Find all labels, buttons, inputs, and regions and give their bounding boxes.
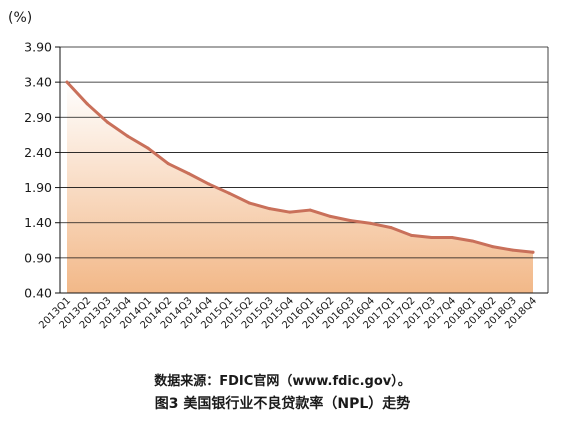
y-tick-label: 1.40: [24, 215, 52, 230]
y-tick-label: 0.40: [24, 286, 52, 301]
npl-data-point: [126, 134, 130, 138]
y-tick-label: 3.90: [24, 40, 52, 55]
data-source-note: 数据来源：FDIC官网（www.fdic.gov）。: [154, 374, 411, 389]
npl-data-point: [450, 235, 454, 239]
npl-data-point: [369, 221, 373, 225]
y-tick-label: 1.90: [24, 180, 52, 195]
npl-area-fill: [67, 82, 533, 293]
y-unit-label: (%): [8, 10, 32, 26]
npl-data-point: [106, 120, 110, 124]
npl-data-point: [328, 214, 332, 218]
npl-data-point: [389, 226, 393, 230]
y-tick-label: 2.90: [24, 110, 52, 125]
npl-data-point: [227, 191, 231, 195]
npl-data-point: [511, 248, 515, 252]
y-tick-label: 0.90: [24, 250, 52, 265]
figure-caption: 图3 美国银行业不良贷款率（NPL）走势: [154, 396, 411, 412]
npl-trend-chart: (%) 3.903.402.902.401.901.400.900.40 201…: [8, 10, 549, 331]
npl-data-point: [268, 207, 272, 211]
npl-data-point: [288, 210, 292, 214]
npl-data-point: [409, 233, 413, 237]
npl-data-point: [430, 235, 434, 239]
npl-data-point: [187, 172, 191, 176]
y-tick-label: 3.40: [24, 75, 52, 90]
npl-data-point: [247, 201, 251, 205]
npl-data-point: [349, 219, 353, 223]
y-tick-label: 2.40: [24, 145, 52, 160]
npl-series-line: [65, 80, 535, 254]
npl-data-point: [531, 250, 535, 254]
npl-data-point: [308, 208, 312, 212]
npl-data-point: [85, 102, 89, 106]
npl-data-point: [470, 239, 474, 243]
npl-data-point: [207, 182, 211, 186]
npl-data-point: [65, 80, 69, 84]
npl-data-point: [146, 146, 150, 150]
npl-data-point: [490, 245, 494, 249]
npl-data-point: [166, 162, 170, 166]
